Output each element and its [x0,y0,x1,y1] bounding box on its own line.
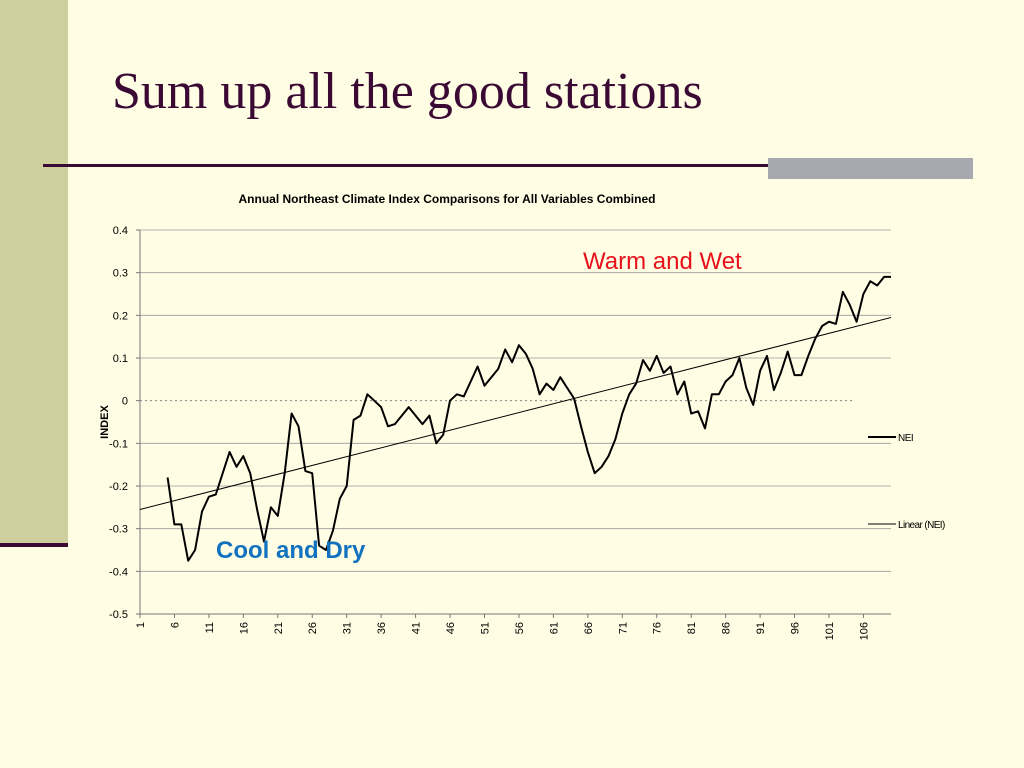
x-tick-label: 11 [204,622,216,633]
y-tick-label: -0.3 [109,524,128,536]
legend-linear-label: Linear (NEI) [898,520,945,531]
decorative-gray-bar [768,158,973,179]
x-tick-label: 31 [342,622,354,634]
chart-title: Annual Northeast Climate Index Compariso… [239,192,656,206]
data-series [139,275,892,562]
y-tick-label: -0.4 [109,566,128,578]
x-tick-label: 101 [824,622,836,640]
x-tick-label: 76 [652,622,664,634]
y-tick-label: 0.4 [113,225,128,237]
x-tick-label: 61 [548,622,560,634]
y-tick-label: 0.3 [113,268,128,280]
y-tick-labels: 0.4 0.3 0.2 0.1 0 -0.1 -0.2 -0.3 -0.4 -0.5 [109,225,128,621]
y-tick-label: 0 [122,396,128,408]
legend-nei-label: NEI [898,433,913,444]
x-tick-label: 26 [307,622,319,634]
y-axis-label: INDEX [99,405,111,439]
x-tick-label: 1 [135,622,147,628]
axes [136,229,891,618]
x-tick-label: 46 [445,622,457,634]
x-tick-label: 6 [169,622,181,628]
x-tick-label: 81 [686,622,698,634]
linear-trend-line [139,316,892,510]
left-accent-line [0,543,68,547]
warm-and-wet-annotation: Warm and Wet [583,248,742,275]
x-tick-label: 106 [858,622,870,640]
x-tick-label: 56 [514,622,526,634]
x-tick-label: 36 [376,622,388,634]
x-tick-label: 16 [238,622,250,634]
y-tick-label: 0.1 [113,353,128,365]
x-tick-label: 91 [755,622,767,634]
x-tick-labels: 1 6 11 16 21 26 31 36 41 46 51 56 61 66 71 76 81 86 91 96 10… [135,622,870,640]
x-tick-label: 86 [721,622,733,634]
y-tick-label: -0.2 [109,481,128,493]
left-accent-strip [0,0,68,547]
x-tick-label: 96 [790,622,802,634]
chart-legend: NEI Linear (NEI) [868,433,946,531]
y-tick-label: -0.1 [109,438,128,450]
x-tick-label: 66 [583,622,595,634]
x-tick-label: 41 [411,622,423,634]
nei-line [166,275,891,562]
cool-and-dry-annotation: Cool and Dry [216,537,366,564]
slide-title: Sum up all the good stations [112,63,703,120]
y-tick-label: 0.2 [113,310,128,322]
y-tick-label: -0.5 [109,609,128,621]
x-tick-label: 51 [479,622,491,634]
x-tick-label: 21 [273,622,285,634]
x-tick-label: 71 [617,622,629,634]
title-divider [43,164,973,167]
